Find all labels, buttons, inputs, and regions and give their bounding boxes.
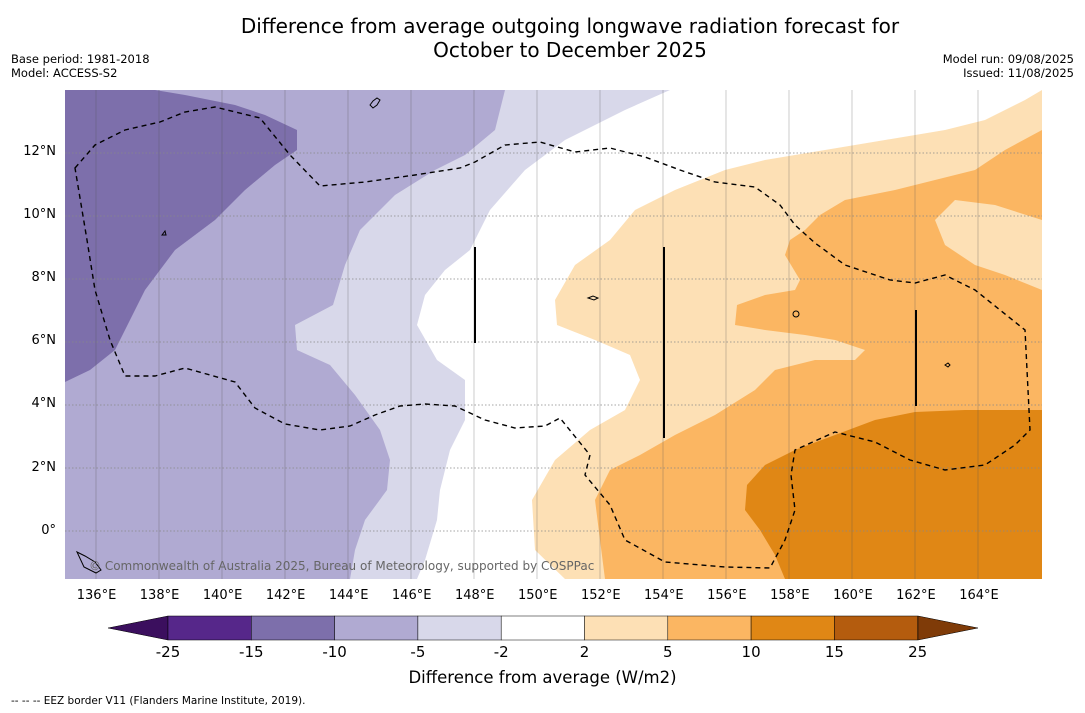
latitude-label: 4°N [31,396,57,412]
copyright: © Commonwealth of Australia 2025, Bureau… [89,559,594,573]
colorbar-tick-label: 2 [579,643,590,661]
colorbar-segments [167,615,918,641]
colorbar-segment [584,615,669,641]
longitude-label: 152°E [581,588,621,603]
anomaly-region-plus10-plus15 [745,410,1042,579]
colorbar-title: Difference from average (W/m2) [408,668,677,687]
longitude-label: 148°E [454,588,495,603]
colorbar-tick-label: -25 [155,643,181,661]
issued-date: Issued: 11/08/2025 [963,66,1074,80]
longitude-label: 160°E [833,588,873,603]
meridians [95,90,979,579]
model-name: Model: ACCESS-S2 [11,66,118,80]
longitude-label: 140°E [202,588,243,603]
longitude-label: 144°E [328,588,369,603]
longitude-label: 158°E [770,588,810,603]
colorbar-tick-label: 15 [824,643,844,661]
longitude-label: 142°E [265,588,306,603]
latitude-label: 10°N [23,207,56,223]
map-plot: © Commonwealth of Australia 2025, Bureau… [65,90,1042,579]
longitude-label: 162°E [896,588,936,603]
longitude-label: 154°E [644,588,684,603]
longitude-label: 146°E [391,588,432,603]
colorbar-tick-label: -5 [410,643,426,661]
latitude-label: 8°N [31,270,57,286]
latitude-label: 12°N [23,144,56,160]
colorbar-segment [417,615,502,641]
colorbar [108,615,978,641]
colorbar-segment [334,615,419,641]
colorbar-tick-label: -15 [239,643,264,661]
latitude-label: 0° [41,522,56,538]
colorbar-tick-label: -2 [493,643,509,661]
region-markers [474,247,917,438]
colorbar-tick-label: 10 [741,643,761,661]
colorbar-tick-label: 25 [908,643,928,661]
eez-border [74,106,1031,569]
longitude-label: 136°E [76,588,117,603]
colorbar-extend-low [108,615,169,641]
meta-left: Base period: 1981-2018 Model: ACCESS-S2 [11,52,150,80]
islands [75,97,951,574]
base-period: Base period: 1981-2018 [11,52,150,66]
colorbar-tick-label: 5 [663,643,673,661]
colorbar-segment [167,615,252,641]
latitude-label: 6°N [31,333,57,349]
model-run: Model run: 09/08/2025 [942,52,1074,66]
meta-right: Model run: 09/08/2025 Issued: 11/08/2025 [943,52,1074,80]
colorbar-segment [667,615,752,641]
title-line-1: Difference from average outgoing longwav… [240,14,900,38]
colorbar-segment [834,615,918,641]
footnote: -- -- -- EEZ border V11 (Flanders Marine… [11,695,306,707]
longitude-label: 138°E [139,588,180,603]
longitude-label: 156°E [707,588,747,603]
anomaly-region-minus15-minus10 [65,90,297,382]
title-line-2: October to December 2025 [433,38,707,62]
colorbar-segment [500,615,585,641]
longitude-label: 150°E [517,588,558,603]
colorbar-segment [251,615,335,641]
colorbar-extend-high [917,615,978,641]
colorbar-segment [750,615,835,641]
chart-title: Difference from average outgoing longwav… [0,14,1085,62]
colorbar-tick-label: -10 [322,643,347,661]
latitude-label: 2°N [31,459,57,475]
longitude-label: 164°E [959,588,999,603]
